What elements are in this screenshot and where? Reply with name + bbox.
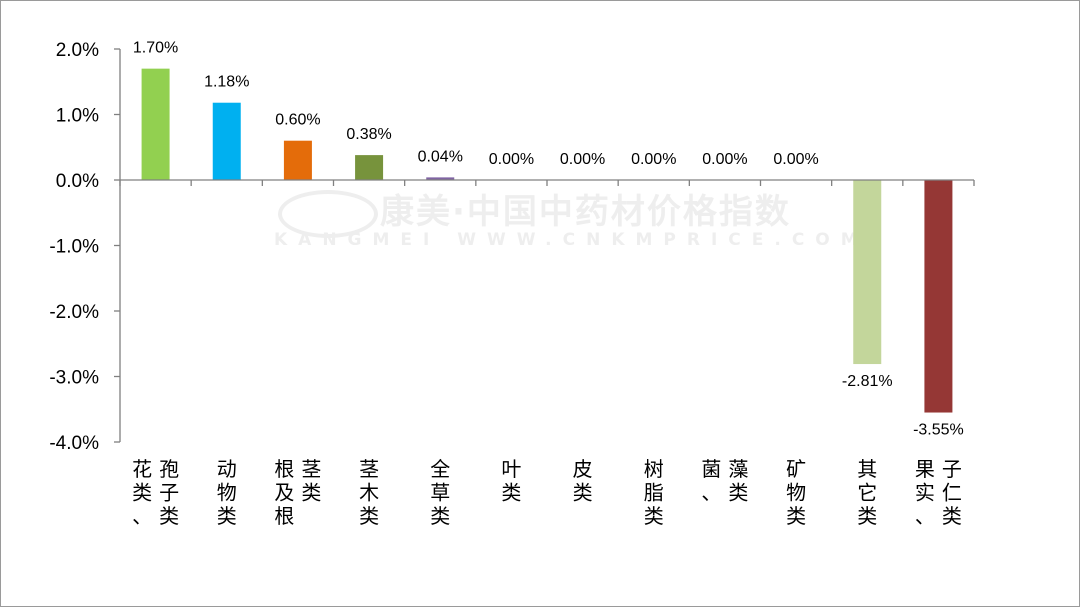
x-category-char: 物: [217, 481, 237, 505]
y-tick-label: 0.0%: [56, 171, 99, 192]
x-category-char: 皮: [573, 457, 593, 481]
x-category-char: 类: [573, 481, 593, 505]
x-category-char: 果: [915, 457, 935, 481]
data-label: 0.00%: [702, 151, 747, 168]
x-category-char: 类: [786, 504, 806, 528]
data-label: 1.18%: [204, 74, 249, 91]
bar: [853, 180, 882, 365]
x-category-char: 孢: [159, 457, 179, 481]
x-category-char: 脂: [644, 481, 664, 505]
data-label: 0.00%: [631, 151, 676, 168]
x-category-char: 动: [217, 457, 237, 481]
x-category-char: 类: [159, 504, 179, 528]
x-category-char: 茎: [301, 457, 321, 481]
x-category-label: 叶类: [501, 457, 521, 505]
data-label: 0.00%: [560, 151, 605, 168]
data-label: -2.81%: [842, 373, 893, 390]
data-label: 0.60%: [275, 112, 320, 129]
x-category-label: 矿物类: [786, 457, 806, 528]
x-category-char: 根: [274, 457, 294, 481]
x-category-char: 根: [274, 504, 294, 528]
y-tick-label: 2.0%: [56, 40, 99, 61]
x-category-char: 实: [915, 481, 935, 505]
x-category-label: 茎木类: [359, 457, 379, 528]
x-category-char: 木: [359, 481, 379, 505]
x-category-label: 花类、孢子类: [132, 457, 179, 528]
x-category-label: 其它类: [857, 457, 877, 528]
x-category-char: 花: [132, 457, 152, 481]
x-category-char: 类: [644, 504, 664, 528]
y-tick-label: -2.0%: [49, 302, 99, 323]
x-category-char: 及: [274, 481, 294, 505]
x-category-label: 全草类: [430, 457, 450, 528]
data-label: 0.00%: [489, 151, 534, 168]
x-category-char: 类: [942, 504, 962, 528]
x-category-char: 它: [857, 481, 877, 505]
x-category-char: 菌: [701, 457, 721, 481]
x-category-char: 其: [857, 457, 877, 481]
bar: [212, 102, 241, 180]
data-label: 0.38%: [346, 126, 391, 143]
x-category-label: 果实、子仁类: [915, 457, 962, 528]
bar: [426, 177, 455, 180]
x-category-char: 子: [942, 457, 962, 481]
x-category-char: 茎: [359, 457, 379, 481]
x-category-label: 动物类: [217, 457, 237, 528]
x-category-char: 草: [430, 481, 450, 505]
x-category-char: 全: [430, 457, 450, 481]
x-category-label: 菌、藻类: [701, 457, 748, 505]
x-category-char: 矿: [786, 457, 806, 481]
x-category-char: 仁: [942, 481, 962, 505]
x-category-char: 类: [501, 481, 521, 505]
x-category-char: 类: [132, 481, 152, 505]
x-category-char: 藻: [728, 457, 748, 481]
y-tick-label: -4.0%: [49, 433, 99, 454]
x-category-label: 树脂类: [644, 457, 664, 528]
x-category-char: 类: [301, 481, 321, 505]
x-category-char: 类: [359, 504, 379, 528]
x-category-char: 类: [857, 504, 877, 528]
y-tick-label: -1.0%: [49, 237, 99, 258]
x-category-label: 皮类: [573, 457, 593, 505]
bar: [141, 68, 170, 180]
x-category-char: 、: [915, 504, 935, 528]
x-category-char: 、: [132, 504, 152, 528]
x-category-char: 类: [728, 481, 748, 505]
data-label: 0.04%: [418, 148, 463, 165]
x-category-char: 类: [217, 504, 237, 528]
y-tick-label: 1.0%: [56, 106, 99, 127]
x-category-char: 叶: [501, 457, 521, 481]
x-category-char: 物: [786, 481, 806, 505]
x-category-char: 树: [644, 457, 664, 481]
data-label: -3.55%: [913, 422, 964, 439]
bar: [283, 140, 312, 180]
x-category-char: 、: [701, 481, 721, 505]
data-label: 0.00%: [773, 151, 818, 168]
bar: [924, 180, 953, 413]
data-label: 1.70%: [133, 40, 178, 57]
x-category-char: 子: [159, 481, 179, 505]
x-category-char: 类: [430, 504, 450, 528]
bar: [355, 155, 384, 180]
y-tick-label: -3.0%: [49, 368, 99, 389]
